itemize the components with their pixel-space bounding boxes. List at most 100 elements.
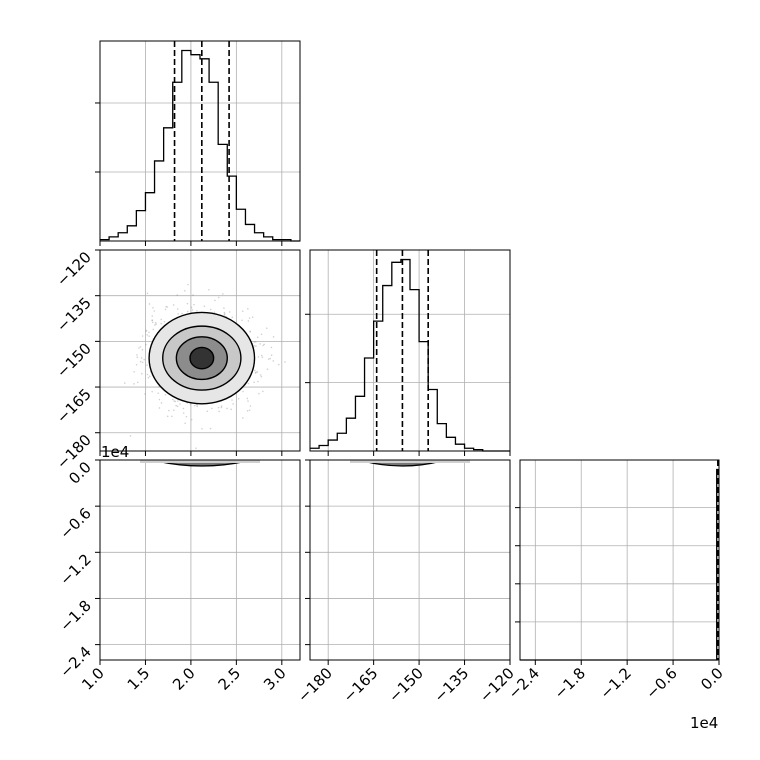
sample-point-219 bbox=[248, 409, 251, 411]
sample-point-325 bbox=[284, 361, 286, 363]
sample-point-1060 bbox=[154, 324, 156, 326]
sample-point-340 bbox=[181, 312, 183, 315]
sample-point-599 bbox=[272, 336, 275, 338]
sample-point-860 bbox=[167, 409, 170, 412]
x-tick-label-2-4: 0.0 bbox=[697, 664, 727, 694]
x-offset-label: 1e4 bbox=[690, 714, 718, 732]
sample-point-244 bbox=[189, 403, 192, 406]
sample-point-1092 bbox=[176, 405, 179, 408]
sample-point-231 bbox=[179, 403, 181, 405]
sample-point-187 bbox=[182, 412, 185, 414]
sample-point-1198 bbox=[253, 344, 255, 347]
sample-point-871 bbox=[141, 361, 144, 364]
frame-layer bbox=[95, 40, 720, 665]
sample-point-841 bbox=[160, 402, 163, 404]
sample-point-220 bbox=[208, 288, 210, 291]
sample-point-98 bbox=[262, 390, 264, 393]
sample-point-1282 bbox=[253, 381, 255, 384]
x-tick-label-2-3: −0.6 bbox=[642, 664, 680, 702]
sample-point-256 bbox=[182, 407, 185, 410]
sample-point-808 bbox=[242, 390, 244, 393]
contour-level-3 bbox=[189, 346, 215, 370]
sample-point-828 bbox=[141, 335, 144, 337]
sample-point-945 bbox=[148, 303, 151, 305]
sample-point-79 bbox=[265, 327, 268, 329]
sample-point-826 bbox=[148, 375, 151, 378]
sample-point-670 bbox=[176, 308, 179, 310]
sample-point-1290 bbox=[270, 354, 273, 356]
x-tick-label-2-2: −1.2 bbox=[596, 664, 634, 702]
sample-point-1157 bbox=[184, 422, 186, 425]
sample-point-34 bbox=[231, 316, 234, 319]
sample-point-1014 bbox=[172, 304, 175, 306]
sample-point-664 bbox=[270, 346, 273, 349]
x-tick-label-2-1: −1.8 bbox=[551, 664, 589, 702]
sample-point-215 bbox=[153, 310, 156, 312]
sample-point-351 bbox=[246, 397, 249, 400]
sample-point-1238 bbox=[209, 308, 212, 311]
sample-point-1023 bbox=[123, 382, 126, 384]
sample-point-811 bbox=[155, 323, 157, 325]
sample-point-1234 bbox=[163, 320, 166, 323]
sample-point-631 bbox=[217, 406, 220, 409]
sample-point-547 bbox=[166, 415, 169, 418]
sample-point-424 bbox=[172, 398, 174, 401]
panel-frame-1-1 bbox=[309, 249, 511, 452]
sample-point-274 bbox=[151, 315, 154, 317]
sample-point-29 bbox=[146, 292, 149, 295]
sample-point-905 bbox=[220, 405, 223, 407]
sample-point-194 bbox=[141, 372, 143, 375]
sample-point-1318 bbox=[173, 400, 175, 402]
sample-point-1029 bbox=[256, 336, 259, 339]
sample-point-499 bbox=[136, 356, 139, 359]
sample-point-1220 bbox=[174, 400, 177, 403]
sample-point-839 bbox=[214, 299, 216, 302]
sample-point-714 bbox=[253, 341, 256, 343]
histogram-0 bbox=[100, 49, 300, 242]
sample-point-931 bbox=[217, 296, 220, 299]
sample-point-213 bbox=[129, 435, 132, 437]
sample-point-1252 bbox=[146, 334, 148, 336]
sample-point-1163 bbox=[192, 294, 194, 296]
sample-point-641 bbox=[139, 360, 142, 363]
sample-point-617 bbox=[147, 376, 150, 379]
y-tick-label-2-2: −1.2 bbox=[56, 550, 94, 588]
compressed-density-2-0 bbox=[140, 460, 260, 463]
sample-point-1169 bbox=[241, 319, 243, 322]
sample-point-509 bbox=[259, 374, 262, 376]
sample-point-720 bbox=[266, 368, 269, 371]
sample-point-616 bbox=[213, 311, 216, 314]
y-offset-label: 1e4 bbox=[101, 443, 129, 461]
sample-point-21 bbox=[151, 319, 153, 321]
sample-point-1142 bbox=[148, 335, 151, 337]
sample-point-1240 bbox=[191, 309, 194, 311]
y-tick-label-2-3: −0.6 bbox=[56, 504, 94, 542]
sample-point-1154 bbox=[190, 306, 193, 309]
sample-point-1143 bbox=[136, 354, 138, 356]
sample-point-1305 bbox=[151, 321, 154, 324]
sample-point-799 bbox=[260, 333, 263, 336]
panel-frame-2-0 bbox=[99, 459, 301, 661]
sample-point-444 bbox=[254, 369, 256, 372]
x-tick-label-0-0: 1.0 bbox=[78, 664, 108, 694]
sample-point-305 bbox=[177, 313, 179, 315]
sample-point-869 bbox=[222, 293, 224, 295]
sample-point-269 bbox=[145, 329, 148, 332]
sample-point-1393 bbox=[152, 328, 155, 331]
y-tick-label-1-4: −120 bbox=[53, 248, 95, 290]
sample-point-106 bbox=[251, 316, 254, 318]
sample-point-472 bbox=[249, 331, 252, 333]
x-tick-label-0-3: 2.5 bbox=[215, 664, 245, 694]
x-tick-label-1-2: −150 bbox=[385, 664, 427, 706]
sample-point-886 bbox=[256, 371, 259, 373]
sample-point-1316 bbox=[237, 397, 240, 400]
sample-point-447 bbox=[201, 427, 203, 430]
sample-point-667 bbox=[196, 404, 198, 406]
compressed-density-2-1 bbox=[350, 460, 470, 463]
sample-point-681 bbox=[254, 372, 257, 374]
sample-point-86 bbox=[151, 390, 153, 393]
y-tick-label-1-1: −165 bbox=[53, 385, 95, 427]
sample-point-785 bbox=[145, 330, 147, 333]
sample-point-609 bbox=[211, 407, 213, 410]
sample-point-693 bbox=[193, 404, 196, 407]
